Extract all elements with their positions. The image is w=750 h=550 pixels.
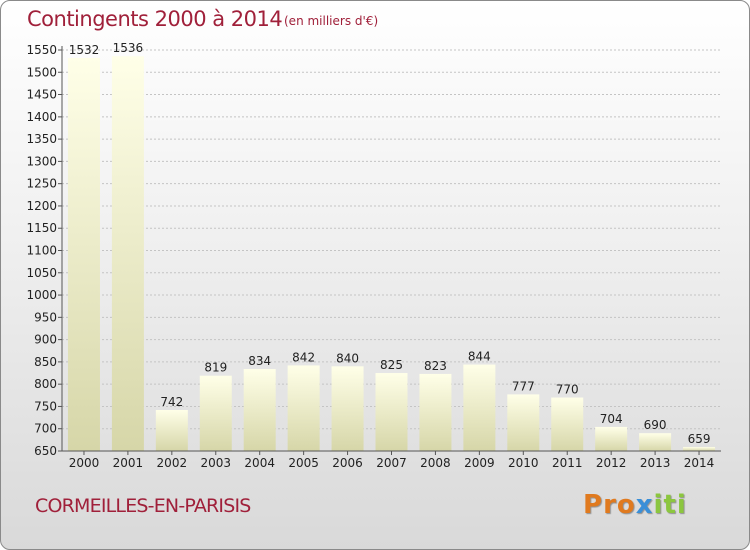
x-tick-label: 2010 xyxy=(508,456,539,470)
y-tick-label: 1450 xyxy=(26,88,57,102)
x-tick-label: 2003 xyxy=(200,456,231,470)
axes xyxy=(61,46,721,452)
bar xyxy=(199,375,232,451)
data-label: 742 xyxy=(160,395,183,409)
y-tick-label: 1300 xyxy=(26,154,57,168)
bar xyxy=(463,364,496,451)
y-tick-label: 1550 xyxy=(26,43,57,57)
logo-letter: i xyxy=(653,490,664,520)
y-tick-label: 1400 xyxy=(26,110,57,124)
bar xyxy=(111,56,144,451)
data-label: 770 xyxy=(556,383,579,397)
x-tick-label: 2011 xyxy=(552,456,583,470)
bar xyxy=(375,373,408,451)
bar xyxy=(639,433,672,451)
data-label: 840 xyxy=(336,351,359,365)
data-labels: 1532 1536 742 819 834 842 840 825 823 844 777 770 70… xyxy=(69,41,711,446)
bar xyxy=(243,369,276,451)
y-tick-label: 1500 xyxy=(26,65,57,79)
x-tick-labels: 2000 2001 2002 2003 2004 2005 2006 2007 2008 2009… xyxy=(69,456,715,470)
bar xyxy=(419,373,452,451)
logo-letter: o xyxy=(616,490,636,520)
y-tick-label: 1150 xyxy=(26,221,57,235)
x-tick-label: 2014 xyxy=(684,456,715,470)
data-label: 704 xyxy=(600,412,623,426)
data-label: 842 xyxy=(292,350,315,364)
data-label: 819 xyxy=(204,361,227,375)
x-tick-label: 2005 xyxy=(288,456,319,470)
chart-title: Contingents 2000 à 2014 xyxy=(27,7,283,31)
data-label: 823 xyxy=(424,359,447,373)
y-tick-label: 1350 xyxy=(26,132,57,146)
x-tick-label: 2000 xyxy=(69,456,100,470)
bar xyxy=(683,446,716,451)
x-tick-label: 2009 xyxy=(464,456,495,470)
proxiti-logo[interactable]: Proxiti xyxy=(583,490,687,520)
bar xyxy=(287,365,320,451)
logo-letter: r xyxy=(603,490,617,520)
x-tick-label: 2008 xyxy=(420,456,451,470)
bars xyxy=(67,56,716,455)
x-tick-label: 2004 xyxy=(244,456,275,470)
y-tick-label: 700 xyxy=(34,422,57,436)
x-tick-label: 2001 xyxy=(113,456,144,470)
logo-letter: x xyxy=(635,490,654,520)
y-tick-label: 1050 xyxy=(26,266,57,280)
x-tick-label: 2012 xyxy=(596,456,627,470)
y-tick-label: 1000 xyxy=(26,288,57,302)
y-tick-label: 1100 xyxy=(26,244,57,258)
x-tick-label: 2013 xyxy=(640,456,671,470)
data-label: 844 xyxy=(468,350,491,364)
bar xyxy=(155,410,188,451)
x-tick-label: 2006 xyxy=(332,456,363,470)
data-label: 690 xyxy=(644,418,667,432)
bar xyxy=(331,366,364,451)
y-tick-label: 1200 xyxy=(26,199,57,213)
y-tick-label: 950 xyxy=(34,310,57,324)
place-name: CORMEILLES-EN-PARISIS xyxy=(35,495,251,517)
y-tick-labels: 650 700 750 800 850 900 950 1000 1050 1100 1150 120… xyxy=(26,43,57,458)
data-label: 834 xyxy=(248,354,271,368)
data-label: 1532 xyxy=(69,43,100,57)
logo-letter: P xyxy=(583,490,604,520)
data-label: 1536 xyxy=(113,41,144,55)
y-tick-label: 650 xyxy=(34,444,57,458)
y-tick-label: 900 xyxy=(34,333,57,347)
bar xyxy=(67,58,100,452)
y-tick-label: 750 xyxy=(34,399,57,413)
y-tick-label: 1250 xyxy=(26,177,57,191)
data-label: 777 xyxy=(512,379,535,393)
logo-letter: t xyxy=(663,490,677,520)
data-label: 659 xyxy=(688,432,711,446)
x-tick-label: 2002 xyxy=(157,456,188,470)
y-tick-label: 850 xyxy=(34,355,57,369)
bar xyxy=(507,394,540,451)
bar-chart: 650 700 750 800 850 900 950 1000 1050 1100 1150 120… xyxy=(26,41,721,470)
x-tick-label: 2007 xyxy=(376,456,407,470)
data-label: 825 xyxy=(380,358,403,372)
chart-subtitle: (en milliers d'€) xyxy=(284,14,379,28)
logo-letter: i xyxy=(676,490,687,520)
bar xyxy=(595,426,628,451)
bar xyxy=(551,397,584,451)
y-tick-label: 800 xyxy=(34,377,57,391)
